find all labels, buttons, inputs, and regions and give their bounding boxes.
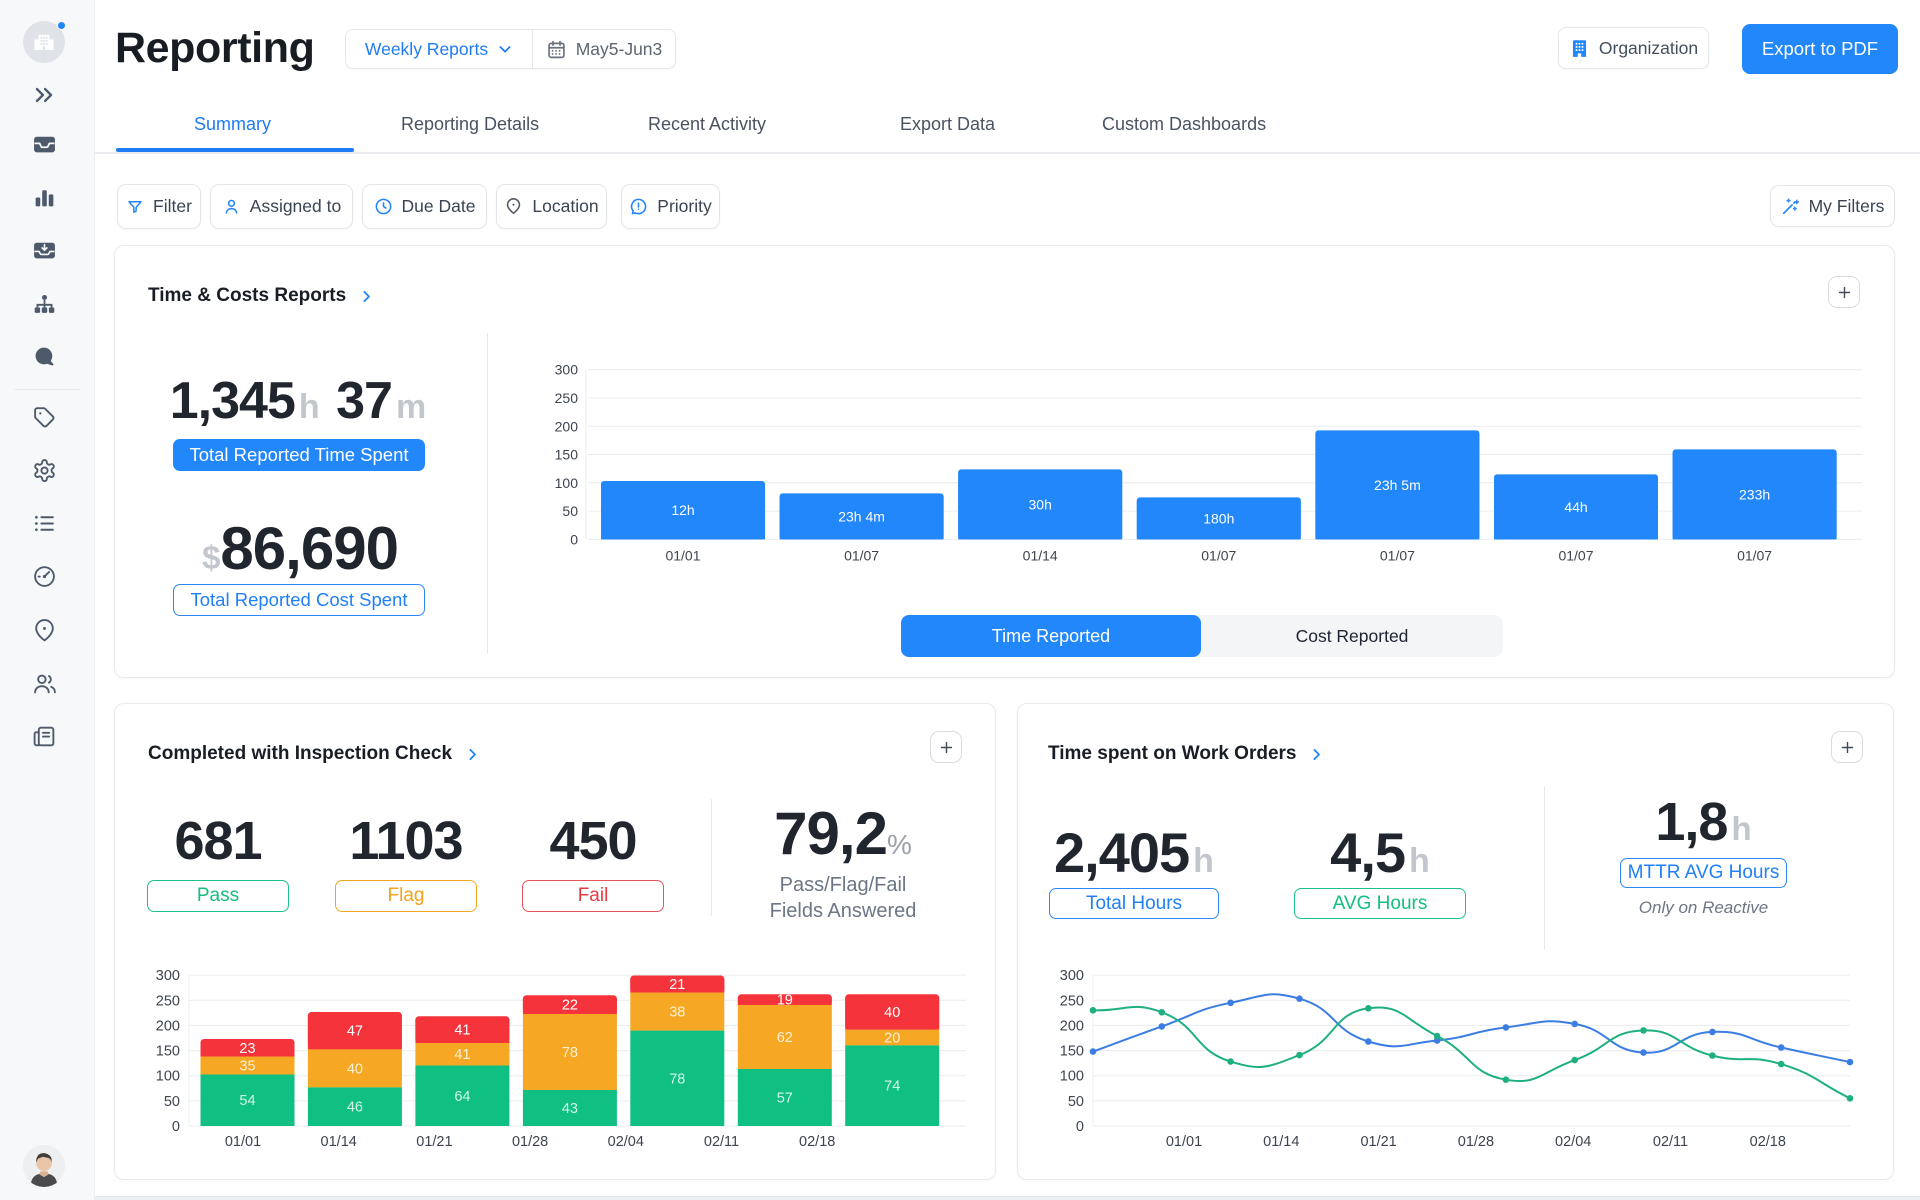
svg-text:47: 47 [347,1024,363,1040]
svg-text:300: 300 [555,362,579,378]
svg-text:43: 43 [562,1101,578,1117]
svg-text:233h: 233h [1739,486,1770,502]
svg-text:0: 0 [1076,1119,1084,1135]
svg-text:01/07: 01/07 [1380,547,1415,563]
svg-text:0: 0 [172,1119,180,1135]
svg-text:180h: 180h [1203,510,1234,526]
svg-text:50: 50 [164,1094,180,1110]
svg-text:100: 100 [1060,1069,1084,1085]
svg-text:35: 35 [239,1059,255,1075]
svg-text:74: 74 [884,1079,900,1095]
svg-text:50: 50 [562,503,578,519]
svg-text:200: 200 [555,418,579,434]
svg-text:62: 62 [777,1030,793,1046]
svg-text:100: 100 [156,1069,180,1085]
svg-text:100: 100 [555,475,579,491]
svg-text:46: 46 [347,1100,363,1116]
svg-text:02/18: 02/18 [1750,1134,1786,1150]
svg-text:150: 150 [1060,1044,1084,1060]
svg-text:200: 200 [1060,1018,1084,1034]
svg-text:41: 41 [454,1047,470,1063]
svg-text:41: 41 [454,1023,470,1039]
svg-text:250: 250 [156,993,180,1009]
svg-text:50: 50 [1068,1094,1084,1110]
svg-text:44h: 44h [1564,499,1587,515]
svg-text:01/07: 01/07 [1201,547,1236,563]
svg-text:01/14: 01/14 [1263,1134,1299,1150]
svg-text:23h 4m: 23h 4m [838,508,885,524]
svg-text:02/18: 02/18 [799,1134,835,1150]
svg-text:01/07: 01/07 [1737,547,1772,563]
svg-text:78: 78 [669,1071,685,1087]
svg-text:54: 54 [239,1093,255,1109]
svg-text:250: 250 [555,390,579,406]
svg-text:200: 200 [156,1018,180,1034]
svg-text:22: 22 [562,998,578,1014]
svg-text:01/14: 01/14 [321,1134,357,1150]
svg-text:19: 19 [777,993,793,1009]
svg-text:57: 57 [777,1091,793,1107]
svg-text:150: 150 [555,447,579,463]
svg-text:01/28: 01/28 [512,1134,548,1150]
svg-text:02/04: 02/04 [608,1134,644,1150]
svg-text:01/28: 01/28 [1458,1134,1494,1150]
svg-text:30h: 30h [1029,496,1052,512]
svg-text:02/11: 02/11 [1653,1134,1688,1150]
svg-text:64: 64 [454,1089,470,1105]
svg-text:21: 21 [669,977,685,993]
svg-text:01/14: 01/14 [1023,547,1058,563]
svg-text:38: 38 [669,1005,685,1021]
svg-text:01/01: 01/01 [1166,1134,1202,1150]
svg-text:12h: 12h [671,502,694,518]
svg-text:01/01: 01/01 [225,1134,261,1150]
svg-text:150: 150 [156,1044,180,1060]
svg-text:300: 300 [1060,968,1084,984]
svg-text:01/01: 01/01 [665,547,700,563]
svg-text:300: 300 [156,968,180,984]
svg-text:0: 0 [570,531,578,547]
svg-text:23: 23 [239,1041,255,1057]
svg-text:01/21: 01/21 [1360,1134,1396,1150]
svg-text:78: 78 [562,1045,578,1061]
svg-text:23h 5m: 23h 5m [1374,477,1421,493]
svg-text:02/04: 02/04 [1555,1134,1591,1150]
svg-text:01/07: 01/07 [1558,547,1593,563]
svg-text:01/21: 01/21 [416,1134,452,1150]
svg-text:40: 40 [347,1061,363,1077]
svg-text:01/07: 01/07 [844,547,879,563]
svg-text:250: 250 [1060,993,1084,1009]
svg-text:40: 40 [884,1005,900,1021]
svg-text:02/11: 02/11 [704,1134,739,1150]
svg-text:20: 20 [884,1031,900,1047]
